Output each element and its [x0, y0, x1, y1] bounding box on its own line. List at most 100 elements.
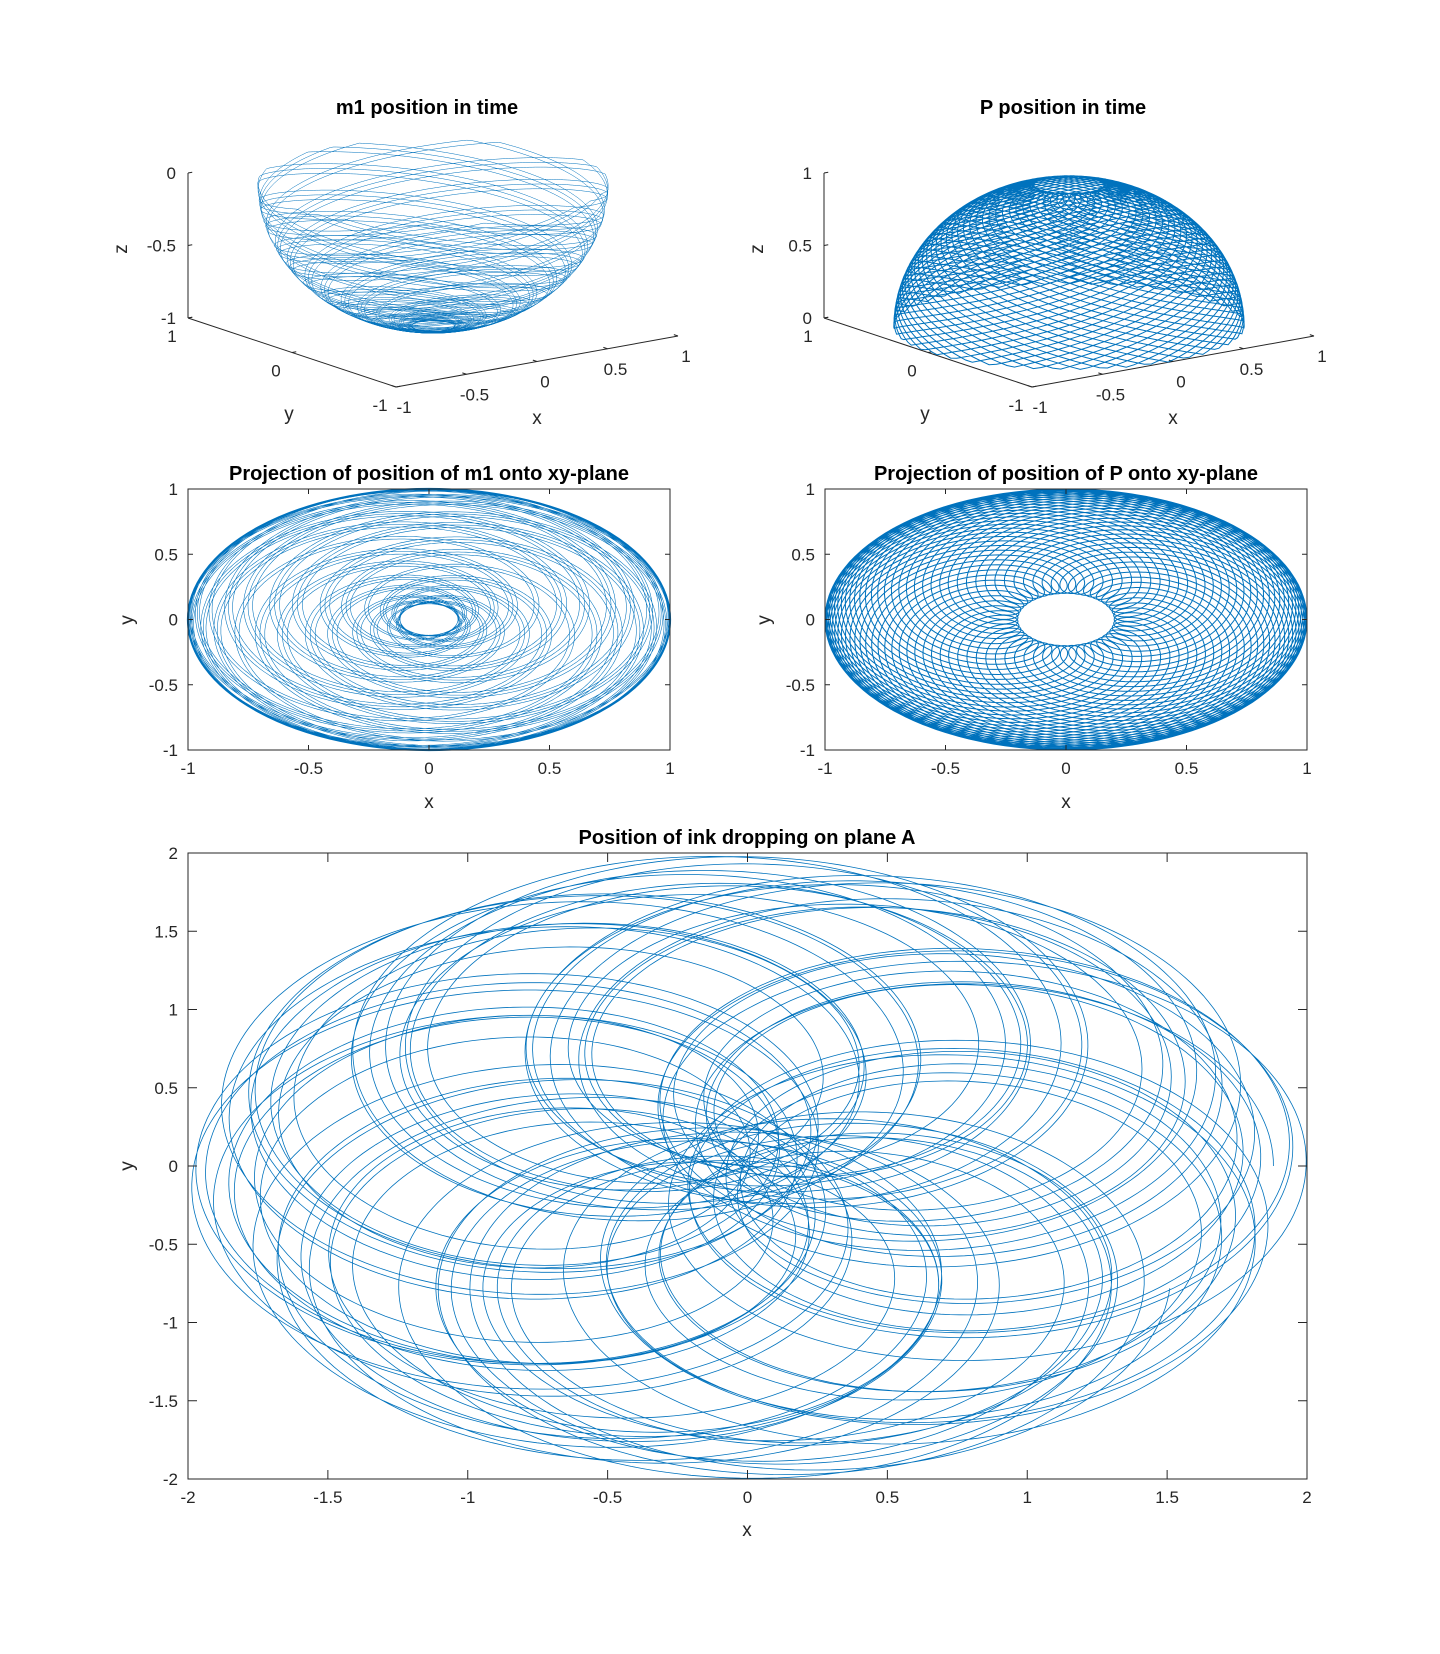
y-tick-label: 0 [169, 1157, 178, 1176]
z-tick-label: 1 [803, 164, 812, 183]
x-tick-label: -0.5 [294, 759, 323, 778]
m1-xy-plot: Projection of position of m1 onto xy-pla… [117, 463, 675, 813]
x-tick-label: -0.5 [1096, 385, 1125, 404]
tick-marks-and-labels: -1 -0.5 0 0.5 1 -1 -0.5 0 0.5 1 [786, 480, 1312, 778]
x-axis-label: x [1061, 792, 1071, 813]
z-tick-label: -1 [161, 309, 176, 328]
y-tick-label: -0.5 [786, 676, 815, 695]
m1-xy-curve [187, 488, 671, 751]
z-tick-mark [823, 244, 829, 246]
x-tick-mark [532, 359, 538, 362]
z-tick-mark [187, 316, 193, 319]
x-axis-label: x [532, 408, 542, 429]
x-tick-label: -1 [180, 759, 195, 778]
x-tick-mark [1239, 346, 1244, 350]
x-axis-label: x [1168, 408, 1178, 429]
x-tick-label: 2 [1302, 1488, 1311, 1507]
y-tick-label: -1 [1008, 396, 1023, 415]
trajectory-curve [186, 487, 672, 752]
x-tick-mark [1027, 385, 1033, 388]
trajectory-curve [191, 855, 1307, 1479]
y-tick-label: -0.5 [149, 676, 178, 695]
z-tick-mark [187, 244, 193, 246]
x-tick-label: 0.5 [1240, 360, 1264, 379]
y-tick-label: 0.5 [791, 545, 815, 564]
x-tick-label: -1 [396, 398, 411, 417]
x-tick-mark [1309, 334, 1315, 337]
z-axis-label: z [111, 244, 132, 254]
y-axis-label: y [117, 1161, 138, 1171]
y-axis-label: y [754, 615, 775, 625]
x-tick-label: 1 [1302, 759, 1311, 778]
x-tick-label: 1 [1023, 1488, 1032, 1507]
y-tick-label: 0 [271, 362, 280, 381]
x-tick-label: 0 [540, 373, 549, 392]
y-tick-label: 0 [907, 362, 916, 381]
z-tick-mark [187, 171, 193, 174]
chart-title: Projection of position of P onto xy-plan… [874, 463, 1258, 485]
x-tick-label: 0 [1061, 759, 1070, 778]
z-tick-mark [823, 171, 829, 174]
z-tick-label: 0 [167, 164, 176, 183]
axes-3d [823, 171, 1315, 388]
x-tick-label: 1 [681, 347, 690, 366]
tick-labels: -1-0.500.51-101-1-0.50 [147, 164, 691, 417]
x-tick-label: 0 [743, 1488, 752, 1507]
p-xy-curve [824, 488, 1308, 751]
p-3d-plot: P position in time -1-0.500.51-10100.51 … [747, 97, 1327, 429]
p-xy-plot: Projection of position of P onto xy-plan… [754, 463, 1312, 813]
y-axis-label: y [284, 404, 294, 425]
x-tick-label: 0.5 [1175, 759, 1199, 778]
y-tick-label: 0 [169, 611, 178, 630]
y-tick-label: -0.5 [149, 1235, 178, 1254]
z-tick-mark [823, 316, 829, 319]
y-tick-mark [1031, 385, 1037, 388]
x-tick-label: 0.5 [538, 759, 562, 778]
x-tick-label: -0.5 [593, 1488, 622, 1507]
z-tick-label: 0 [803, 309, 812, 328]
y-tick-label: 1 [169, 1001, 178, 1020]
trajectory-curve [257, 139, 609, 334]
y-tick-label: 2 [169, 844, 178, 863]
trajectory-curve [893, 175, 1245, 370]
x-tick-label: 0.5 [604, 360, 628, 379]
x-tick-mark [603, 346, 608, 350]
x-tick-label: 0 [1176, 373, 1185, 392]
x-tick-mark [462, 372, 467, 375]
x-tick-mark [391, 385, 397, 388]
y-tick-label: -1 [163, 741, 178, 760]
x-tick-label: 0 [424, 759, 433, 778]
y-tick-label: 1 [806, 480, 815, 499]
y-tick-mark [291, 351, 297, 353]
trajectory-curve [824, 488, 1308, 751]
x-tick-label: 1.5 [1155, 1488, 1179, 1507]
m1-3d-plot: m1 position in time -1-0.500.51-101-1-0.… [111, 97, 691, 429]
y-axis-label: y [117, 615, 138, 625]
tick-marks-and-labels: -1 -0.5 0 0.5 1 -1 -0.5 0 0.5 1 [149, 480, 675, 778]
x-tick-mark [1098, 372, 1103, 375]
y-tick-label: 0 [806, 611, 815, 630]
x-axis-label: x [742, 1520, 752, 1541]
chart-title: P position in time [980, 97, 1146, 119]
y-tick-label: 1 [169, 480, 178, 499]
x-tick-mark [673, 334, 679, 337]
x-axis-label: x [424, 792, 434, 813]
x-tick-label: -1 [1032, 398, 1047, 417]
x-tick-label: -1 [460, 1488, 475, 1507]
y-tick-mark [395, 385, 401, 388]
x-tick-label: 1 [1317, 347, 1326, 366]
ink-plot: Position of ink dropping on plane A -2 -1… [117, 827, 1312, 1541]
x-tick-label: -2 [180, 1488, 195, 1507]
y-tick-label: 1 [167, 327, 176, 346]
x-tick-label: -1 [817, 759, 832, 778]
y-tick-label: 0.5 [154, 545, 178, 564]
y-tick-label: -1 [372, 396, 387, 415]
y-tick-label: -1 [163, 1314, 178, 1333]
chart-title: Projection of position of m1 onto xy-pla… [229, 463, 629, 485]
x-tick-label: -1.5 [313, 1488, 342, 1507]
x-tick-label: -0.5 [931, 759, 960, 778]
y-tick-label: -1 [800, 741, 815, 760]
trajectory-3d [893, 175, 1245, 370]
